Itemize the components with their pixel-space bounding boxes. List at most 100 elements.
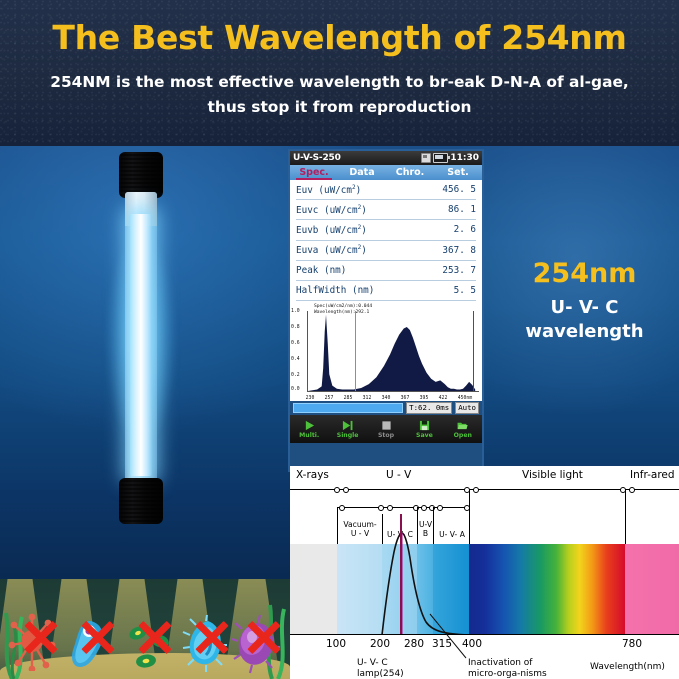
reading-label: Euvc (uW/cm2) [296,203,367,216]
em-sublabel-uvb: U-V B [418,520,433,538]
em-spectrum-diagram: X-rays U - V Visible light Infr-ared [290,466,679,679]
red-x-mark-1 [21,617,61,657]
tab-spec[interactable]: Spec. [290,165,338,180]
y-tick-1.0: 1.0 [291,309,300,315]
callout-uvc-text: U- V- C wavelength [490,296,679,344]
inactivation-curve [381,532,470,635]
folder-open-icon [457,422,468,429]
inactivation-leader-line [429,613,467,659]
toolbar-label: Stop [377,431,395,439]
chart-cursor-right[interactable] [472,311,474,392]
x-tick-367: 367 [400,396,410,402]
em-top-axis [290,489,679,490]
x-tick-422: 422 [438,396,448,402]
em-band-xray [290,544,337,635]
lamp-cap-bottom [119,478,163,524]
chart-annotation-wavelength: Wavelength(nm):292.1 [314,310,370,316]
play-icon [305,420,314,430]
em-band-visible [469,544,625,635]
reading-value: 86. 1 [448,204,476,216]
reading-label: Euvb (uW/cm2) [296,223,367,237]
device-tabbar[interactable]: Spec. Data Chro. Set. [290,165,482,180]
tab-chro[interactable]: Chro. [395,167,425,178]
em-range-dot [343,487,349,493]
callout-wavelength-value: 254nm [532,258,637,289]
lamp-glowing-core [130,214,152,476]
y-tick-0.2: 0.2 [291,373,300,379]
device-toolbar[interactable]: Multi. Single Stop Save [290,415,482,444]
y-tick-0.4: 0.4 [291,357,300,363]
em-label-infrared: Infr-ared [630,469,675,481]
uv-lamp [119,152,163,524]
auto-mode-button[interactable]: Auto [455,402,479,415]
em-tick-200: 200 [370,638,391,650]
device-titlebar: U-V-S-250 11:30 [290,151,482,165]
em-range-dot [473,487,479,493]
reading-value: 2. 6 [453,224,476,236]
em-subrange-dot [387,505,393,511]
reading-value: 253. 7 [442,264,476,276]
red-x-mark-4 [192,617,232,657]
red-x-mark-2 [78,617,118,657]
em-label-xrays: X-rays [296,469,329,481]
x-tick-312: 312 [362,396,372,402]
em-label-visible: Visible light [522,469,583,481]
progress-bar [293,403,404,414]
step-forward-icon [343,420,353,430]
chart-annotation-spec: Spec(uW/cm2/nm):0.044 [314,304,373,310]
toolbar-label: Single [336,431,359,439]
x-tick-257: 257 [324,396,334,402]
em-subrange-dot [378,505,384,511]
toolbar-open-button[interactable]: Open [444,415,482,443]
em-band-uva [433,544,469,635]
integration-time-field[interactable]: T:62. 0ms [406,402,453,415]
uv-spectrometer-device: U-V-S-250 11:30 Spec. Data Chro. Set. Eu… [288,149,484,472]
tab-set[interactable]: Set. [447,167,469,178]
table-row: Euvc (uW/cm2) 86. 1 [296,200,476,221]
table-row: Euvb (uW/cm2) 2. 6 [296,220,476,241]
toolbar-label: Multi. [299,431,320,439]
tab-data[interactable]: Data [349,167,375,178]
em-subrange-dot [339,505,345,511]
em-tick-100: 100 [326,638,347,650]
footnote-wavelength-axis: Wavelength(nm) [590,662,665,672]
device-progress-row: T:62. 0ms Auto [290,401,482,416]
em-uv-subaxis [337,507,469,508]
toolbar-save-button[interactable]: Save [405,415,443,443]
toolbar-single-button[interactable]: Single [328,415,366,443]
x-tick-395: 395 [419,396,429,402]
lamp-cap-top [119,152,163,198]
em-subrange-dot [437,505,443,511]
x-tick-230: 230 [305,396,315,402]
em-band-infrared [625,544,679,635]
page-title: The Best Wavelength of 254nm [52,18,627,57]
device-readings-table: Euv (uW/cm2) 456. 5 Euvc (uW/cm2) 86. 1 … [290,180,482,302]
device-model-label: U-V-S-250 [293,153,341,163]
toolbar-label: Open [453,431,472,439]
reading-label: Euv (uW/cm2) [296,183,362,196]
toolbar-multi-button[interactable]: Multi. [290,415,328,443]
header-subtitle: 254NM is the most effective wavelength t… [50,73,629,116]
reading-value: 367. 8 [442,244,476,256]
toolbar-stop-button[interactable]: Stop [367,415,405,443]
reading-label: Euva (uW/cm2) [296,244,367,257]
table-row: Euv (uW/cm2) 456. 5 [296,180,476,201]
callout-line-2: wavelength [525,321,644,342]
stop-icon [381,421,391,430]
em-band-vacuum-uv [337,544,382,635]
em-range-dot [334,487,340,493]
em-label-uv: U - V [386,469,412,481]
em-tick-315: 315 [432,638,453,650]
em-tick-400: 400 [462,638,483,650]
y-tick-0.8: 0.8 [291,325,300,331]
spectrum-curve [308,314,476,392]
device-clock: 11:30 [450,153,479,163]
em-subrange-dot [421,505,427,511]
em-sublabel-vacuum-uv: Vacuum- U - V [343,520,377,538]
y-tick-0.0: 0.0 [291,387,300,393]
chart-cursor-left[interactable] [355,311,357,392]
red-x-mark-3 [135,617,175,657]
reading-label: HalfWidth (nm) [296,285,375,297]
floppy-disk-icon [419,420,430,430]
